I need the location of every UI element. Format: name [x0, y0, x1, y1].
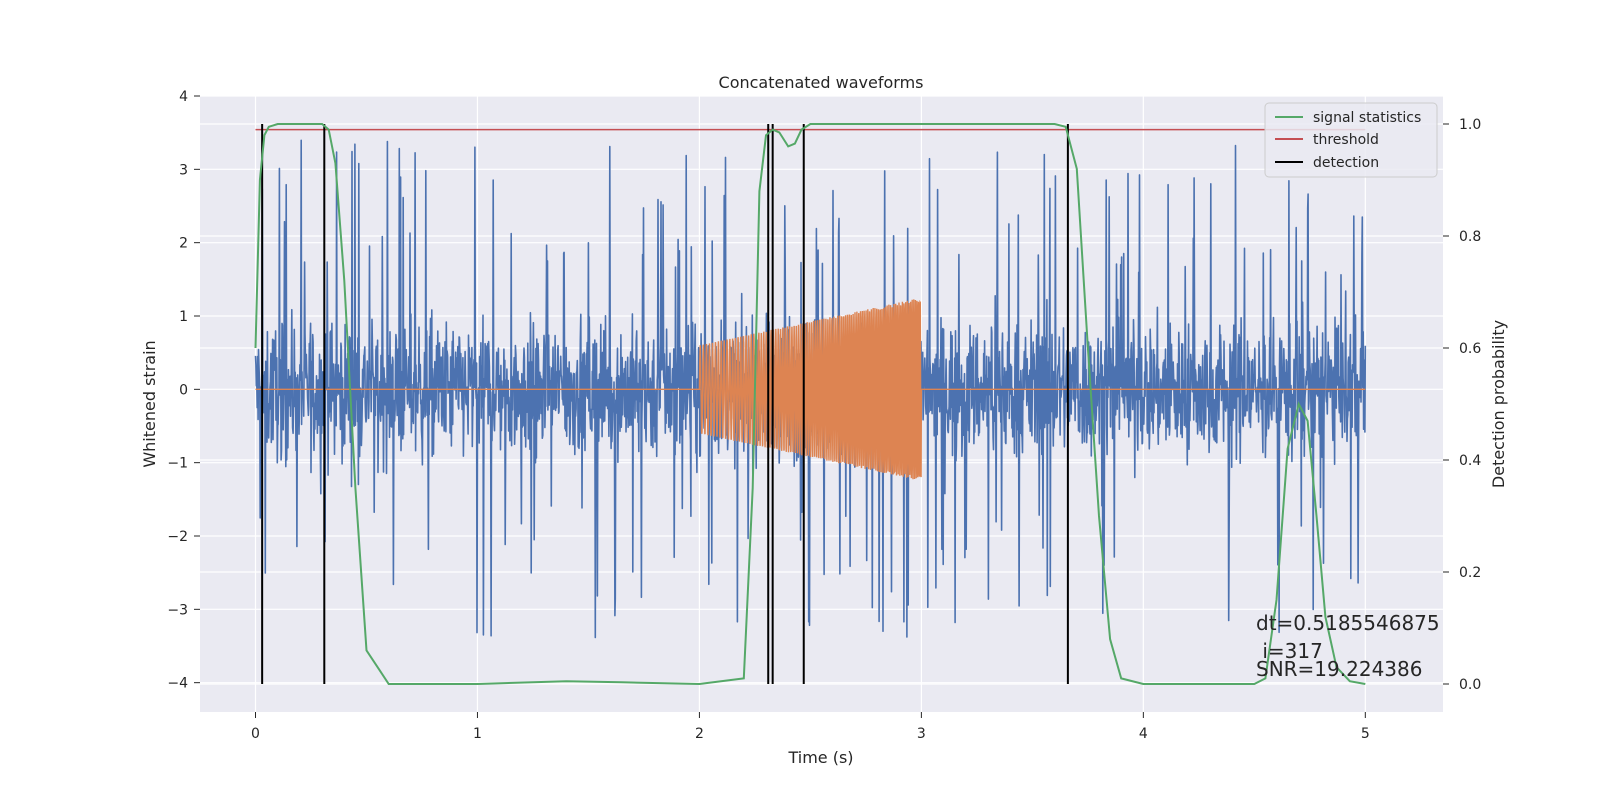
detection-lines: [261, 124, 1069, 684]
y-tick-label: −2: [167, 529, 188, 545]
injected-chirp-series: [255, 299, 1366, 480]
y2-tick-label: 0.0: [1459, 677, 1481, 693]
y2-tick-label: 0.4: [1459, 453, 1481, 469]
x-axis-ticks: 0 1 2 3 4 5: [251, 712, 1370, 742]
signal-statistics-line: [254, 123, 1366, 686]
legend-box: [1264, 102, 1438, 178]
y2-axis-ticks: 0.0 0.2 0.4 0.6 0.8 1.0: [1443, 117, 1481, 693]
x-tick-label: 0: [251, 726, 260, 742]
legend-label-signal-statistics: signal statistics: [1313, 110, 1421, 126]
annotation-snr: SNR=19.224386: [1256, 657, 1422, 681]
y2-tick-label: 0.2: [1459, 565, 1481, 581]
y-tick-label: 1: [179, 309, 188, 325]
x-tick-label: 1: [473, 726, 482, 742]
y-tick-label: −1: [167, 456, 188, 472]
x-tick-label: 4: [1139, 726, 1148, 742]
y2-tick-label: 0.8: [1459, 229, 1481, 245]
y2-axis-label: Detection probability: [1489, 320, 1508, 488]
legend: signal statistics threshold detection: [1264, 102, 1438, 178]
annotation-dt: dt=0.5185546875: [1256, 611, 1440, 635]
y-tick-label: 0: [179, 382, 188, 398]
legend-label-threshold: threshold: [1313, 132, 1379, 148]
y-tick-label: −3: [167, 602, 188, 618]
x-axis-label: Time (s): [787, 748, 853, 767]
x-tick-label: 5: [1361, 726, 1370, 742]
legend-label-detection: detection: [1313, 155, 1379, 171]
y-tick-label: −4: [167, 676, 188, 692]
y2-tick-label: 1.0: [1459, 117, 1481, 133]
chart-title: Concatenated waveforms: [719, 73, 924, 92]
y-axis-label: Whitened strain: [140, 340, 159, 467]
y-tick-label: 3: [179, 162, 188, 178]
x-tick-label: 3: [917, 726, 926, 742]
y-axis-ticks: −4 −3 −2 −1 0 1 2 3 4: [167, 89, 200, 692]
y2-tick-label: 0.6: [1459, 341, 1481, 357]
y-tick-label: 4: [179, 89, 188, 105]
annotation-index: i=317: [1256, 639, 1323, 663]
x-tick-label: 2: [695, 726, 704, 742]
y-tick-label: 2: [179, 236, 188, 252]
